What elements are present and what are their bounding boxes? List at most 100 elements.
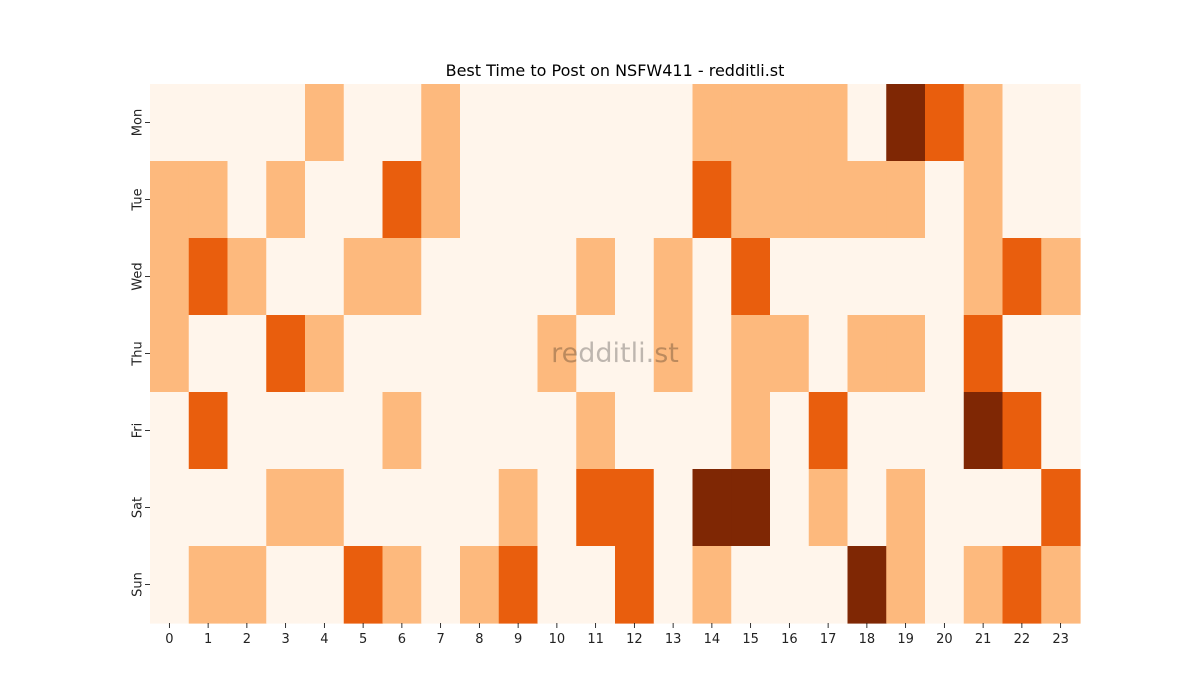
heatmap-cell-mon-7 — [421, 84, 461, 162]
heatmap-cell-sat-5 — [343, 469, 384, 547]
heatmap-cell-wed-4 — [305, 238, 345, 316]
heatmap-cell-tue-19 — [886, 161, 926, 239]
heatmap-cell-sat-15 — [731, 469, 771, 547]
heatmap-cell-fri-15 — [731, 392, 771, 470]
heatmap-cell-thu-19 — [886, 315, 926, 393]
x-tick-label: 7 — [436, 632, 444, 647]
y-tick-label: Thu — [131, 341, 146, 366]
heatmap-cell-thu-7 — [421, 315, 461, 393]
heatmap-cell-thu-4 — [305, 315, 345, 393]
heatmap-cell-sun-10 — [537, 546, 577, 624]
heatmap-cell-fri-2 — [227, 392, 267, 470]
heatmap-cell-fri-14 — [692, 392, 732, 470]
heatmap-cell-thu-8 — [460, 315, 500, 393]
heatmap-cell-tue-12 — [615, 161, 655, 239]
heatmap-cell-mon-18 — [847, 84, 887, 162]
heatmap-cell-mon-20 — [925, 84, 965, 162]
heatmap-cell-sun-2 — [227, 546, 267, 624]
heatmap-cell-sun-11 — [576, 546, 616, 624]
y-axis: Mon Tue Wed Thu Fri Sat Sun — [131, 109, 150, 597]
x-tick-label: 17 — [820, 632, 837, 647]
heatmap-cell-mon-14 — [692, 84, 732, 162]
heatmap-cell-sat-19 — [886, 469, 926, 547]
heatmap-cell-fri-1 — [188, 392, 229, 470]
heatmap-cell-sun-13 — [653, 546, 694, 624]
heatmap-cell-wed-5 — [343, 238, 384, 316]
heatmap-cell-mon-4 — [305, 84, 345, 162]
heatmap-cell-wed-1 — [188, 238, 229, 316]
heatmap-cell-thu-5 — [343, 315, 384, 393]
y-tick-label: Sun — [131, 572, 146, 597]
x-tick-label: 5 — [359, 632, 367, 647]
x-tick-label: 10 — [549, 632, 566, 647]
x-tick-label: 0 — [165, 632, 173, 647]
heatmap-cell-tue-14 — [692, 161, 732, 239]
heatmap-cell-thu-16 — [770, 315, 810, 393]
chart-title: Best Time to Post on NSFW411 - redditli.… — [446, 61, 785, 80]
heatmap-cell-tue-13 — [653, 161, 694, 239]
x-tick-label: 22 — [1014, 632, 1031, 647]
x-tick-label: 11 — [587, 632, 604, 647]
x-tick-label: 18 — [859, 632, 876, 647]
heatmap-cell-sat-7 — [421, 469, 461, 547]
heatmap-cell-thu-0 — [150, 315, 190, 393]
heatmap-cell-wed-20 — [925, 238, 965, 316]
heatmap-cells — [150, 84, 1081, 624]
heatmap-cell-fri-18 — [847, 392, 887, 470]
heatmap-cell-tue-21 — [963, 161, 1004, 239]
heatmap-cell-sat-8 — [460, 469, 500, 547]
heatmap-cell-mon-11 — [576, 84, 616, 162]
heatmap-cell-mon-17 — [808, 84, 849, 162]
heatmap-cell-wed-18 — [847, 238, 887, 316]
heatmap-cell-sun-14 — [692, 546, 732, 624]
heatmap-cell-fri-3 — [266, 392, 306, 470]
heatmap-cell-fri-9 — [498, 392, 539, 470]
heatmap-cell-thu-22 — [1002, 315, 1042, 393]
heatmap-cell-tue-10 — [537, 161, 577, 239]
heatmap-cell-tue-15 — [731, 161, 771, 239]
heatmap-cell-mon-0 — [150, 84, 190, 162]
heatmap-cell-sat-0 — [150, 469, 190, 547]
heatmap-cell-thu-11 — [576, 315, 616, 393]
heatmap-cell-tue-4 — [305, 161, 345, 239]
heatmap-cell-sat-6 — [382, 469, 422, 547]
heatmap-cell-tue-22 — [1002, 161, 1042, 239]
x-tick-label: 16 — [781, 632, 798, 647]
heatmap-cell-fri-20 — [925, 392, 965, 470]
x-tick-label: 3 — [281, 632, 289, 647]
heatmap-cell-tue-1 — [188, 161, 229, 239]
heatmap-cell-tue-0 — [150, 161, 190, 239]
heatmap-cell-mon-12 — [615, 84, 655, 162]
heatmap-cell-tue-8 — [460, 161, 500, 239]
heatmap-cell-thu-1 — [188, 315, 229, 393]
heatmap-cell-sun-1 — [188, 546, 229, 624]
heatmap-cell-sun-20 — [925, 546, 965, 624]
heatmap-cell-thu-23 — [1041, 315, 1081, 393]
heatmap-cell-wed-19 — [886, 238, 926, 316]
x-tick-label: 19 — [897, 632, 914, 647]
heatmap-cell-tue-7 — [421, 161, 461, 239]
heatmap-cell-wed-3 — [266, 238, 306, 316]
heatmap-cell-sat-22 — [1002, 469, 1042, 547]
heatmap-cell-fri-4 — [305, 392, 345, 470]
heatmap-cell-sun-21 — [963, 546, 1004, 624]
heatmap-cell-tue-16 — [770, 161, 810, 239]
heatmap-cell-thu-3 — [266, 315, 306, 393]
heatmap-cell-mon-16 — [770, 84, 810, 162]
watermark: redditli.st — [551, 338, 679, 369]
heatmap-cell-mon-22 — [1002, 84, 1042, 162]
heatmap-cell-tue-9 — [498, 161, 539, 239]
x-tick-label: 1 — [204, 632, 212, 647]
heatmap-cell-sun-16 — [770, 546, 810, 624]
heatmap-cell-fri-16 — [770, 392, 810, 470]
heatmap-cell-sun-12 — [615, 546, 655, 624]
heatmap-cell-wed-22 — [1002, 238, 1042, 316]
heatmap-cell-fri-0 — [150, 392, 190, 470]
heatmap-cell-sat-1 — [188, 469, 229, 547]
heatmap-cell-mon-21 — [963, 84, 1004, 162]
x-tick-label: 20 — [936, 632, 953, 647]
heatmap-cell-sun-8 — [460, 546, 500, 624]
x-tick-label: 9 — [514, 632, 522, 647]
x-tick-label: 12 — [626, 632, 643, 647]
